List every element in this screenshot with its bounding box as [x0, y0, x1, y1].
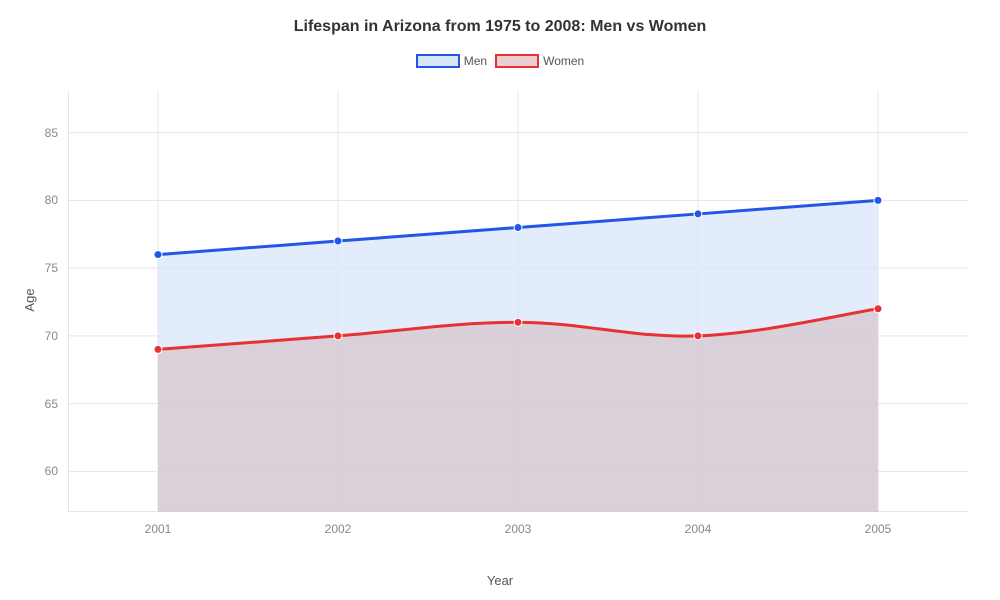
legend-label-men: Men: [464, 54, 487, 68]
y-tick-label: 85: [45, 126, 58, 140]
legend-label-women: Women: [543, 54, 584, 68]
x-tick-label: 2005: [865, 522, 892, 536]
y-axis-label: Age: [22, 288, 37, 311]
legend-swatch-women: [495, 54, 539, 68]
legend: Men Women: [0, 54, 1000, 68]
legend-item-men: Men: [416, 54, 487, 68]
y-tick-label: 60: [45, 464, 58, 478]
chart-svg: [68, 92, 968, 512]
legend-item-women: Women: [495, 54, 584, 68]
x-tick-label: 2002: [325, 522, 352, 536]
plot-area: 60657075808520012002200320042005: [68, 92, 968, 512]
y-tick-label: 65: [45, 397, 58, 411]
legend-swatch-men: [416, 54, 460, 68]
y-tick-label: 75: [45, 261, 58, 275]
x-tick-label: 2004: [685, 522, 712, 536]
chart-title: Lifespan in Arizona from 1975 to 2008: M…: [0, 0, 1000, 36]
x-tick-label: 2001: [145, 522, 172, 536]
x-tick-label: 2003: [505, 522, 532, 536]
x-axis-label: Year: [487, 573, 513, 588]
y-tick-label: 70: [45, 329, 58, 343]
y-tick-label: 80: [45, 193, 58, 207]
